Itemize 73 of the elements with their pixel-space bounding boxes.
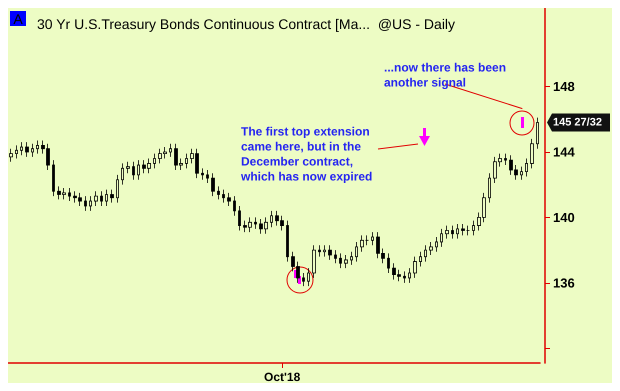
- candlestick: [408, 268, 411, 284]
- candlestick: [227, 192, 231, 206]
- candlestick: [25, 142, 29, 158]
- candlestick: [222, 189, 225, 204]
- candlestick: [20, 142, 23, 156]
- candlestick: [302, 272, 305, 287]
- candlestick: [89, 196, 92, 212]
- candlestick: [339, 252, 342, 269]
- candlestick: [536, 117, 539, 150]
- candlestick: [105, 189, 108, 206]
- candlestick: [68, 188, 71, 202]
- candlestick: [94, 190, 98, 206]
- candlestick: [403, 270, 406, 284]
- annotation: ...now there has been another signal: [384, 60, 506, 90]
- candlestick: [334, 250, 337, 264]
- candlestick: [270, 210, 273, 228]
- candlestick: [169, 143, 172, 158]
- candlestick: [488, 172, 491, 204]
- candlestick: [132, 161, 135, 180]
- candlestick: [116, 174, 119, 204]
- candlestick: [387, 252, 390, 274]
- candlestick: [211, 172, 215, 197]
- candlestick: [84, 196, 87, 212]
- candlestick: [137, 160, 140, 180]
- candlestick: [201, 168, 204, 180]
- y-tick-label: 136: [553, 275, 575, 290]
- text: 30 Yr U.S.Treasury Bonds Continuous Contract [Ma... @US - Daily: [37, 16, 456, 32]
- candlestick: [100, 190, 103, 206]
- candlestick: [15, 145, 18, 159]
- candlestick: [355, 242, 358, 262]
- x-tick-label: Oct'18: [264, 370, 301, 384]
- candlestick: [323, 244, 326, 258]
- candlestick: [206, 170, 209, 184]
- candlestick: [153, 153, 156, 169]
- candlestick: [504, 153, 507, 166]
- candlestick: [456, 224, 459, 240]
- candlestick: [424, 244, 427, 262]
- candlestick: [110, 189, 114, 204]
- candlestick: [318, 244, 321, 258]
- candlestick: [440, 228, 443, 248]
- candlestick: [312, 244, 316, 278]
- candlestick: [472, 220, 475, 236]
- candlestick: [435, 236, 438, 252]
- candlestick: [520, 166, 523, 180]
- candlestick: [238, 206, 241, 231]
- y-tick-label: 148: [553, 79, 575, 94]
- candlestick: [121, 163, 124, 186]
- candlestick: [307, 268, 310, 287]
- text: 145 27/32: [553, 116, 602, 129]
- candlestick: [445, 225, 449, 240]
- candlestick: [217, 186, 220, 200]
- candlestick: [36, 140, 39, 154]
- candlestick: [185, 153, 188, 169]
- candlestick: [286, 220, 289, 262]
- candlestick: [254, 217, 257, 230]
- candlestick: [530, 138, 534, 169]
- candlestick: [371, 232, 374, 246]
- annotation: A: [13, 11, 24, 27]
- candlestick: [419, 251, 422, 267]
- candlestick: [31, 143, 34, 158]
- annotation: The first top extension came here, but in the December contract, which has now expired: [240, 124, 372, 184]
- candlestick: [233, 196, 236, 216]
- y-tick-label: 140: [553, 210, 575, 225]
- candlestick: [429, 242, 433, 256]
- candlestick: [328, 244, 332, 260]
- candlestick: [126, 161, 130, 174]
- y-tick-label: 144: [553, 144, 576, 160]
- candlestick: [525, 158, 528, 177]
- candlestick: [52, 160, 55, 197]
- candlestick: [344, 254, 348, 269]
- candlestick: [451, 225, 454, 240]
- candlestick: [350, 251, 353, 266]
- candlestick: [413, 256, 417, 278]
